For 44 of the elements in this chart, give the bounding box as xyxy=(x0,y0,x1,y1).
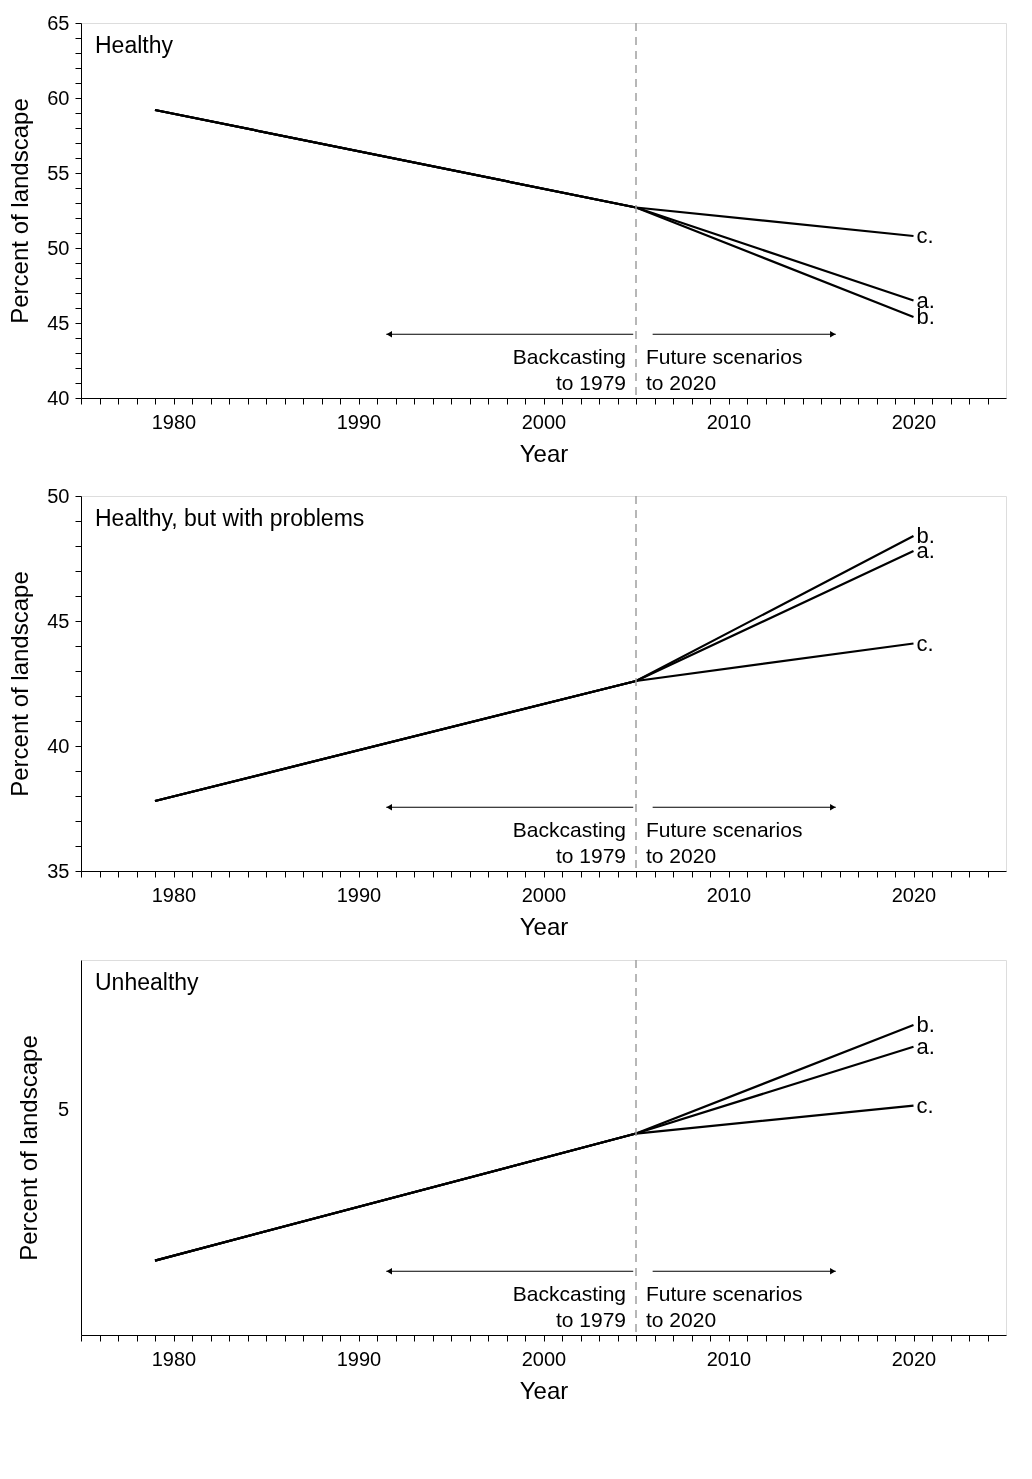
y-axis-title: Percent of landscape xyxy=(6,571,34,797)
y-tick-label: 65 xyxy=(47,11,70,34)
x-tick-label: 1990 xyxy=(336,883,382,906)
text: 5 xyxy=(57,1098,69,1120)
series-label: c. xyxy=(916,630,934,656)
x-tick-label: 1980 xyxy=(151,1347,197,1370)
chart-title: Healthy, but with problems xyxy=(95,505,365,531)
annotation: Future scenarios to 2020 xyxy=(646,345,803,395)
chart-title: Unhealthy xyxy=(95,969,200,995)
annotation: Backcasting to 1979 xyxy=(512,1282,626,1332)
x-tick-label: 1990 xyxy=(336,1347,382,1370)
y-tick-label: 45 xyxy=(47,609,70,632)
series-label: c. xyxy=(916,1092,934,1118)
x-tick-label: 2000 xyxy=(521,410,567,433)
x-axis-title: Year xyxy=(519,1376,569,1404)
annotation: Backcasting to 1979 xyxy=(512,818,626,868)
y-tick-label: 40 xyxy=(47,386,70,409)
y-tick-label: 50 xyxy=(47,484,70,507)
x-tick-label: 2020 xyxy=(891,410,937,433)
x-tick-label: 1980 xyxy=(151,883,197,906)
y-tick-label: 60 xyxy=(47,86,70,109)
y-axis-title: Percent of landscape xyxy=(14,1035,42,1261)
y-tick-label: 35 xyxy=(47,859,70,882)
x-axis-title: Year xyxy=(519,439,569,467)
y-tick-label: 45 xyxy=(47,311,70,334)
series-label: c. xyxy=(916,223,934,248)
y-tick-label: 50 xyxy=(47,236,70,259)
x-axis-title: Year xyxy=(519,912,569,940)
x-tick-label: 2000 xyxy=(521,1347,567,1370)
x-tick-label: 1980 xyxy=(151,410,197,433)
x-tick-label: 2020 xyxy=(891,883,937,906)
x-tick-label: 2010 xyxy=(706,1347,752,1370)
y-axis-title: Percent of landscape xyxy=(6,98,34,324)
chart-title: Healthy xyxy=(95,32,174,58)
x-tick-label: 2000 xyxy=(521,883,567,906)
x-tick-label: 2010 xyxy=(706,410,752,433)
annotation: Backcasting to 1979 xyxy=(512,345,626,395)
x-tick-label: 2010 xyxy=(706,883,752,906)
annotation: Future scenarios to 2020 xyxy=(646,818,803,868)
y-tick-label: 55 xyxy=(47,161,70,184)
annotation: Future scenarios to 2020 xyxy=(646,1282,803,1332)
x-tick-label: 1990 xyxy=(336,410,382,433)
x-tick-label: 2020 xyxy=(891,1347,937,1370)
y-tick-label: 40 xyxy=(47,734,70,757)
